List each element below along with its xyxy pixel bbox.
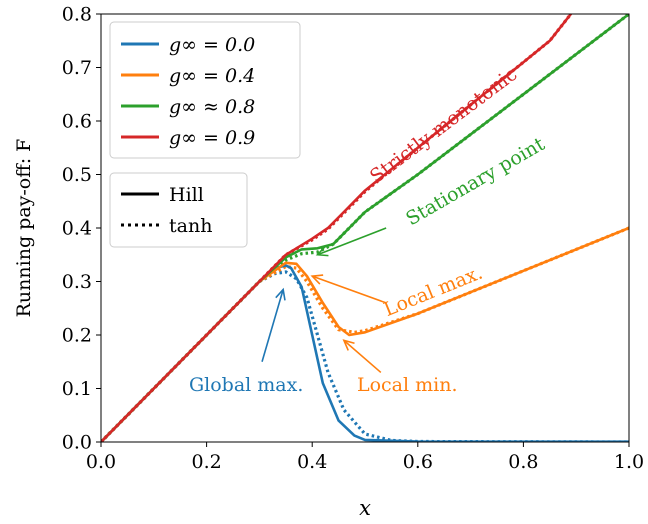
annotation-arrow: [343, 339, 382, 374]
y-tick-label: 0.0: [62, 432, 92, 454]
annotation-label: Global max.: [189, 374, 303, 396]
y-tick-label: 0.8: [62, 4, 92, 26]
series-hill-line: [101, 226, 629, 442]
x-tick-label: 1.0: [614, 451, 644, 473]
y-tick-label: 0.6: [62, 111, 92, 133]
legend-label: g∞ = 0.9: [169, 127, 255, 149]
y-tick-label: 0.7: [62, 57, 92, 79]
style-legend-label: Hill: [169, 184, 204, 206]
x-tick-label: 0.8: [508, 451, 538, 473]
axes: 0.0 0.2 0.4 0.6 0.8 1.0 0.0 0.1 0.2 0.3 0.4 0.5 0.6 0…: [13, 4, 644, 521]
x-tick-label: 0.2: [191, 451, 221, 473]
x-tick-label: 0.0: [86, 451, 116, 473]
series-legend-box: [109, 21, 301, 159]
y-tick-label: 0.2: [62, 325, 92, 347]
y-tick-label: 0.1: [62, 378, 92, 400]
annotation-arrow: [261, 289, 284, 362]
x-tick-label: 0.6: [403, 451, 433, 473]
legend-label: g∞ ≈ 0.8: [169, 96, 255, 118]
annotation-arrow: [317, 227, 387, 256]
y-tick-label: 0.4: [62, 218, 92, 240]
annotation-arrowhead: [342, 339, 355, 351]
annotation-arrowhead: [315, 246, 329, 257]
x-axis-label: x: [359, 496, 371, 520]
annotation-arrow: [311, 275, 387, 304]
annotation-arrowhead: [310, 274, 324, 285]
series-tanh-line: [101, 270, 629, 442]
annotation-arrowhead: [275, 287, 286, 301]
style-legend-box: [109, 172, 248, 248]
legend-label: g∞ = 0.0: [169, 34, 255, 56]
y-axis-label: Running pay-off: F: [13, 139, 35, 318]
series-hill-line: [101, 264, 629, 442]
legend: g∞ = 0.0 g∞ = 0.4 g∞ ≈ 0.8 g∞ = 0.9 Hill tanh: [109, 21, 301, 248]
series-hill-line: [101, 14, 573, 442]
legend-label: g∞ = 0.4: [169, 65, 255, 87]
style-legend-label: tanh: [169, 215, 212, 237]
annotation-label: Local min.: [357, 374, 458, 396]
y-tick-label: 0.3: [62, 271, 92, 293]
plot-lines: [101, 14, 629, 442]
y-tick-label: 0.5: [62, 164, 92, 186]
x-tick-label: 0.4: [297, 451, 327, 473]
